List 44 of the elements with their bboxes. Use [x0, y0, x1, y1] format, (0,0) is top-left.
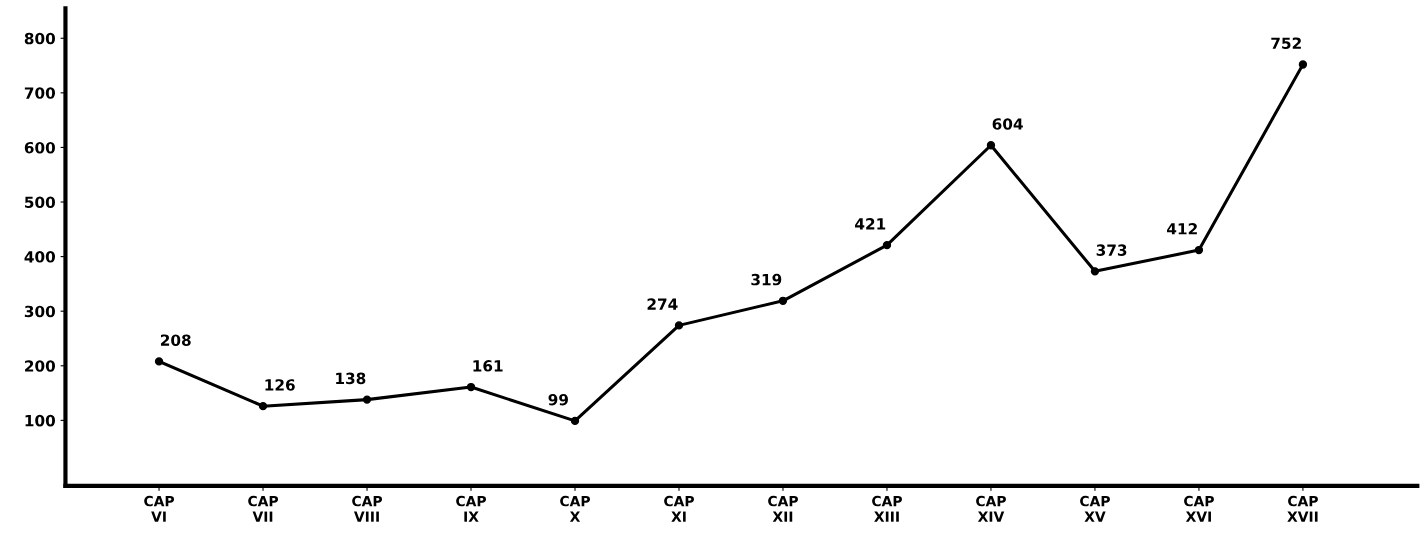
- data-label: 752: [1271, 37, 1301, 49]
- point: [154, 357, 164, 366]
- x-tick-label: CAP XIII: [872, 495, 902, 522]
- y-tick-label: 400: [24, 251, 56, 263]
- y-tick-label: 800: [24, 32, 56, 45]
- x-tick-label: CAP XVII: [1287, 495, 1318, 522]
- y-tick-label: 300: [24, 305, 56, 318]
- y-tick-label: 700: [24, 87, 56, 99]
- data-label: 319: [751, 273, 782, 286]
- data-label: 208: [160, 334, 191, 346]
- point: [674, 321, 684, 330]
- point: [570, 416, 580, 426]
- point: [1090, 267, 1100, 276]
- x-tick-label: CAP XV: [1080, 495, 1110, 522]
- data-label: 138: [336, 372, 366, 385]
- point: [466, 382, 476, 392]
- data-label: 421: [855, 218, 886, 230]
- y-tick-label: 600: [24, 141, 56, 154]
- x-tick-label: CAP XII: [768, 495, 798, 522]
- data-label: 274: [647, 298, 678, 310]
- x-tick-label: CAP X: [560, 495, 590, 522]
- x-tick-label: CAP IX: [456, 495, 486, 522]
- point: [986, 141, 996, 150]
- point: [362, 395, 372, 404]
- point: [882, 240, 892, 250]
- x-tick-label: CAP XIV: [976, 495, 1006, 522]
- point: [1194, 245, 1204, 255]
- data-label: 161: [473, 360, 503, 372]
- data-label: 373: [1096, 244, 1127, 256]
- point: [1298, 60, 1308, 69]
- y-tick-label: 500: [25, 196, 56, 209]
- data-label: 99: [548, 393, 568, 406]
- data-label: 412: [1167, 223, 1197, 235]
- point: [778, 296, 788, 305]
- data-label: 604: [992, 118, 1023, 130]
- x-tick-label: CAP XVI: [1184, 495, 1214, 522]
- x-tick-label: CAP VI: [144, 495, 175, 522]
- y-tick-label: 200: [25, 360, 56, 372]
- x-tick-label: CAP VIII: [352, 495, 383, 522]
- y-tick-label: 100: [25, 414, 56, 427]
- point: [258, 402, 268, 411]
- x-tick-label: CAP XI: [664, 495, 694, 522]
- x-tick-label: CAP VII: [248, 495, 279, 522]
- data-label: 126: [265, 379, 295, 391]
